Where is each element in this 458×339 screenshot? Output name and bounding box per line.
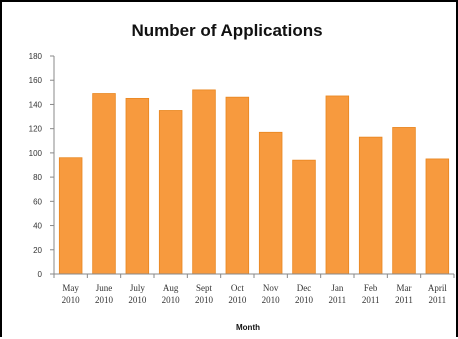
- bar-nov-2010: [258, 131, 283, 275]
- y-tick-label: 180: [29, 52, 43, 61]
- bar-mar-2011: [392, 127, 416, 275]
- x-tick-month: Sept: [196, 283, 213, 293]
- x-tick-year: 2011: [328, 295, 346, 305]
- x-tick-year: 2010: [262, 295, 281, 305]
- x-tick-label: Mar 2011: [395, 283, 413, 305]
- x-tick-label: Oct 2010: [228, 283, 247, 305]
- x-tick-month: June: [96, 283, 113, 293]
- x-tick-month: Nov: [263, 283, 279, 293]
- chart-title: Number of Applications: [131, 21, 322, 40]
- y-tick-label: 80: [33, 173, 42, 182]
- bar-sept-2010: [192, 89, 216, 275]
- y-tick-label: 160: [29, 76, 43, 85]
- x-tick-month: April: [428, 283, 447, 293]
- y-axis: 0 20 40 60 80 100 120 140 160 180: [29, 52, 55, 279]
- x-tick-year: 2010: [95, 295, 114, 305]
- x-tick-label: June 2010: [95, 283, 114, 305]
- bar-jan-2011: [325, 95, 350, 275]
- x-tick-year: 2011: [395, 295, 413, 305]
- x-tick-year: 2010: [295, 295, 314, 305]
- x-tick-year: 2011: [362, 295, 380, 305]
- x-tick-label: Aug 2010: [162, 283, 181, 305]
- y-tick-label: 0: [38, 270, 43, 279]
- x-tick-label: July 2010: [128, 283, 147, 305]
- x-tick-label: May 2010: [62, 283, 81, 305]
- x-tick-month: Oct: [231, 283, 244, 293]
- bar-aug-2010: [158, 110, 183, 275]
- y-tick-label: 120: [29, 125, 43, 134]
- x-tick-year: 2010: [62, 295, 81, 305]
- y-tick-label: 60: [33, 197, 42, 206]
- x-tick-year: 2011: [428, 295, 446, 305]
- x-tick-month: May: [62, 283, 79, 293]
- x-axis-title: Month: [236, 323, 260, 332]
- x-tick-year: 2010: [162, 295, 181, 305]
- x-tick-year: 2010: [228, 295, 247, 305]
- x-tick-month: July: [130, 283, 146, 293]
- x-tick-label: Sept 2010: [195, 283, 214, 305]
- y-tick-label: 100: [29, 149, 43, 158]
- x-tick-month: Aug: [163, 283, 179, 293]
- x-tick-month: Mar: [397, 283, 412, 293]
- y-tick-label: 40: [33, 222, 42, 231]
- x-tick-label: Jan 2011: [328, 283, 346, 305]
- x-tick-label: Dec 2010: [295, 283, 314, 305]
- bar-june-2010: [92, 93, 116, 275]
- bar-oct-2010: [225, 96, 250, 275]
- bar-may-2010: [58, 157, 83, 275]
- x-tick-month: Jan: [331, 283, 343, 293]
- y-tick-label: 20: [33, 246, 42, 255]
- x-tick-month: Dec: [297, 283, 312, 293]
- bars: [58, 89, 450, 275]
- bar-july-2010: [125, 97, 150, 275]
- x-tick-year: 2010: [128, 295, 147, 305]
- bar-april-2011: [425, 158, 450, 275]
- x-tick-label: Feb 2011: [362, 283, 380, 305]
- x-tick-month: Feb: [364, 283, 378, 293]
- x-axis: May2010June2010July2010Aug2010Sept2010Oc…: [53, 273, 455, 305]
- bar-feb-2011: [358, 136, 383, 275]
- y-tick-label: 140: [29, 100, 43, 109]
- x-tick-label: April 2011: [428, 283, 447, 305]
- x-tick-label: Nov 2010: [262, 283, 281, 305]
- bar-dec-2010: [292, 159, 316, 275]
- x-tick-year: 2010: [195, 295, 214, 305]
